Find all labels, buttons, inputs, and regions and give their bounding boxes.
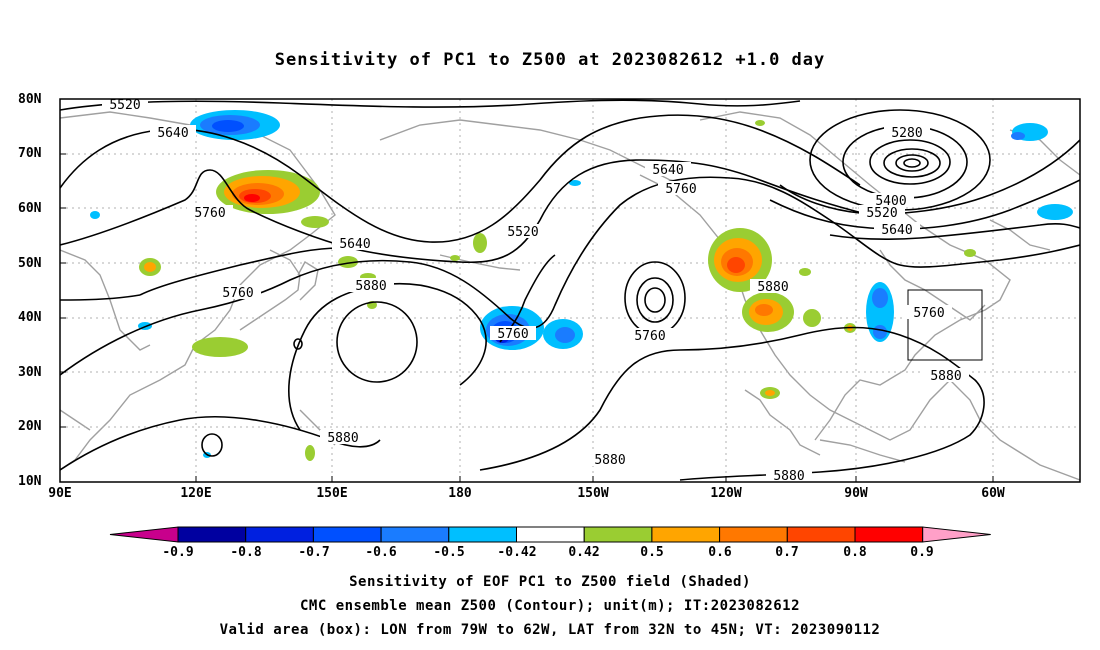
contour-label-5760-a: 5760: [194, 206, 225, 221]
colorbar-high-arrow: [922, 526, 991, 543]
contour-label-5880-b: 5880: [327, 431, 358, 446]
coastlines: [60, 111, 1080, 481]
colorbar-swatch-0: [177, 526, 247, 543]
contour-label-5760-d: 5760: [497, 327, 528, 342]
colorbar-swatch-5: [516, 526, 585, 543]
colorbar-label-m0.6: -0.6: [365, 545, 397, 560]
lon-label-150w: 150W: [577, 486, 609, 501]
contour-label-5640-b: 5640: [339, 237, 370, 252]
lat-label-50n: 50N: [18, 256, 42, 271]
contour-label-5760-f: 5760: [913, 306, 944, 321]
contour-label-5880-c: 5880: [594, 453, 625, 468]
sensitivity-shading: [90, 110, 1073, 461]
colorbar-swatch-9: [786, 526, 856, 543]
caption-line-3: Valid area (box): LON from 79W to 62W, L…: [219, 622, 881, 638]
contour-label-5280: 5280: [891, 126, 922, 141]
lon-label-120e: 120E: [180, 486, 212, 501]
colorbar-swatch-2: [312, 526, 382, 543]
contour-label-5880-e: 5880: [930, 369, 961, 384]
colorbar-label-m0.9: -0.9: [162, 545, 194, 560]
colorbar-swatch-4: [448, 526, 517, 543]
lat-label-10n: 10N: [18, 474, 42, 489]
colorbar-label-m0.7: -0.7: [298, 545, 330, 560]
colorbar-swatch-7: [651, 526, 721, 543]
colorbar-low-arrow: [109, 526, 179, 543]
colorbar-swatch-6: [583, 526, 653, 543]
contour-label-5880-f: 5880: [773, 469, 804, 484]
contour-label-5640-d: 5640: [881, 223, 912, 238]
lon-label-120w: 120W: [710, 486, 742, 501]
valid-area-box: [907, 289, 983, 361]
lat-label-20n: 20N: [18, 419, 42, 434]
lon-label-150e: 150E: [316, 486, 348, 501]
colorbar: [109, 526, 991, 543]
colorbar-label-0.9: 0.9: [910, 545, 934, 560]
contour-label-5520-a: 5520: [109, 98, 140, 113]
contour-label-5760-b: 5760: [222, 286, 253, 301]
map-title: Sensitivity of PC1 to Z500 at 2023082612…: [274, 50, 826, 70]
colorbar-label-m0.42: -0.42: [497, 545, 537, 560]
contour-label-5520-b: 5520: [507, 225, 538, 240]
contour-label-5880-d: 5880: [757, 280, 788, 295]
lon-label-60w: 60W: [981, 486, 1005, 501]
lat-label-80n: 80N: [18, 92, 42, 107]
colorbar-swatch-1: [245, 526, 314, 543]
colorbar-label-m0.8: -0.8: [230, 545, 262, 560]
colorbar-swatch-10: [854, 526, 924, 543]
lat-label-40n: 40N: [18, 310, 42, 325]
axis-ticks: [60, 153, 994, 482]
caption-line-2: CMC ensemble mean Z500 (Contour); unit(m…: [299, 598, 800, 614]
contour-label-5640-a: 5640: [157, 126, 188, 141]
contour-label-5760-c: 5760: [665, 182, 696, 197]
caption-line-1: Sensitivity of EOF PC1 to Z500 field (Sh…: [349, 574, 751, 590]
contour-label-5760-e: 5760: [634, 329, 665, 344]
contour-labels: 5520 5640 5760 5640 5760 5880 5520 5640 …: [102, 97, 969, 484]
colorbar-label-m0.5: -0.5: [433, 545, 465, 560]
colorbar-label-0.8: 0.8: [843, 545, 867, 560]
lon-label-90e: 90E: [48, 486, 72, 501]
colorbar-label-0.42: 0.42: [568, 545, 600, 560]
lon-label-180: 180: [448, 486, 472, 501]
colorbar-swatch-8: [719, 526, 788, 543]
contour-label-5640-c: 5640: [652, 163, 683, 178]
lat-label-70n: 70N: [18, 146, 42, 161]
lon-label-90w: 90W: [844, 486, 868, 501]
lat-label-30n: 30N: [18, 365, 42, 380]
colorbar-swatch-3: [380, 526, 450, 543]
contour-label-5880-a: 5880: [355, 279, 386, 294]
lat-label-60n: 60N: [18, 201, 42, 216]
colorbar-label-0.7: 0.7: [775, 545, 799, 560]
contour-label-5520-c: 5520: [866, 206, 897, 221]
colorbar-label-0.6: 0.6: [708, 545, 732, 560]
colorbar-label-0.5: 0.5: [640, 545, 664, 560]
map-frame: [59, 98, 1081, 483]
